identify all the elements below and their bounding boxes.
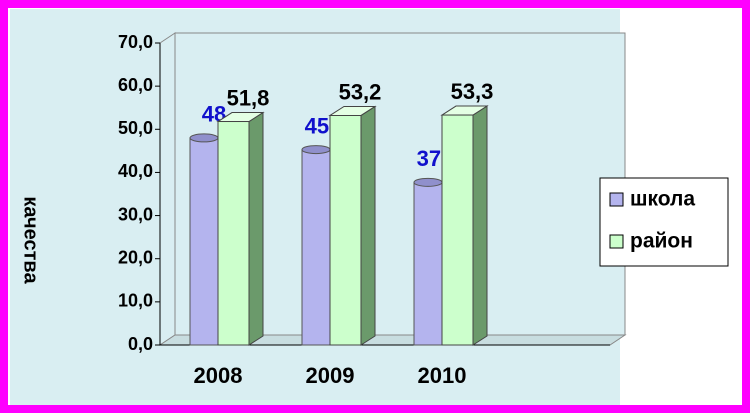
data-label: 51,8 — [227, 85, 270, 110]
data-label: 53,2 — [339, 79, 382, 104]
legend-label: район — [630, 230, 693, 253]
x-tick-label: 2009 — [306, 363, 355, 388]
bar — [413, 181, 443, 346]
y-tick-label: 40,0 — [118, 161, 153, 181]
x-tick-label: 2008 — [194, 363, 243, 388]
bar-top — [301, 145, 331, 155]
y-tick-label: 0,0 — [128, 334, 153, 354]
x-tick-label: 2010 — [418, 363, 467, 388]
bar — [301, 149, 331, 346]
bar-side — [248, 111, 264, 346]
bar-side — [360, 105, 376, 346]
data-label: 53,3 — [451, 79, 494, 104]
y-tick-label: 50,0 — [118, 118, 153, 138]
bar — [441, 114, 474, 346]
y-tick-label: 30,0 — [118, 204, 153, 224]
y-tick-label: 10,0 — [118, 291, 153, 311]
y-tick-label: 70,0 — [118, 32, 153, 52]
legend-swatch — [609, 192, 624, 207]
y-tick-label: 60,0 — [118, 75, 153, 95]
bar-top — [328, 105, 377, 116]
bar — [329, 114, 362, 346]
y-axis-label: качества — [20, 196, 42, 284]
legend-label: школа — [630, 188, 695, 211]
y-tick-label: 20,0 — [118, 247, 153, 267]
side-wall — [159, 32, 176, 346]
bar — [189, 137, 219, 346]
bar-side — [472, 105, 488, 346]
bar — [217, 121, 250, 346]
bar-top — [440, 105, 489, 116]
bar-top — [189, 133, 219, 143]
bar-top — [413, 177, 443, 187]
bar-top — [216, 112, 265, 123]
legend-swatch — [609, 234, 624, 249]
